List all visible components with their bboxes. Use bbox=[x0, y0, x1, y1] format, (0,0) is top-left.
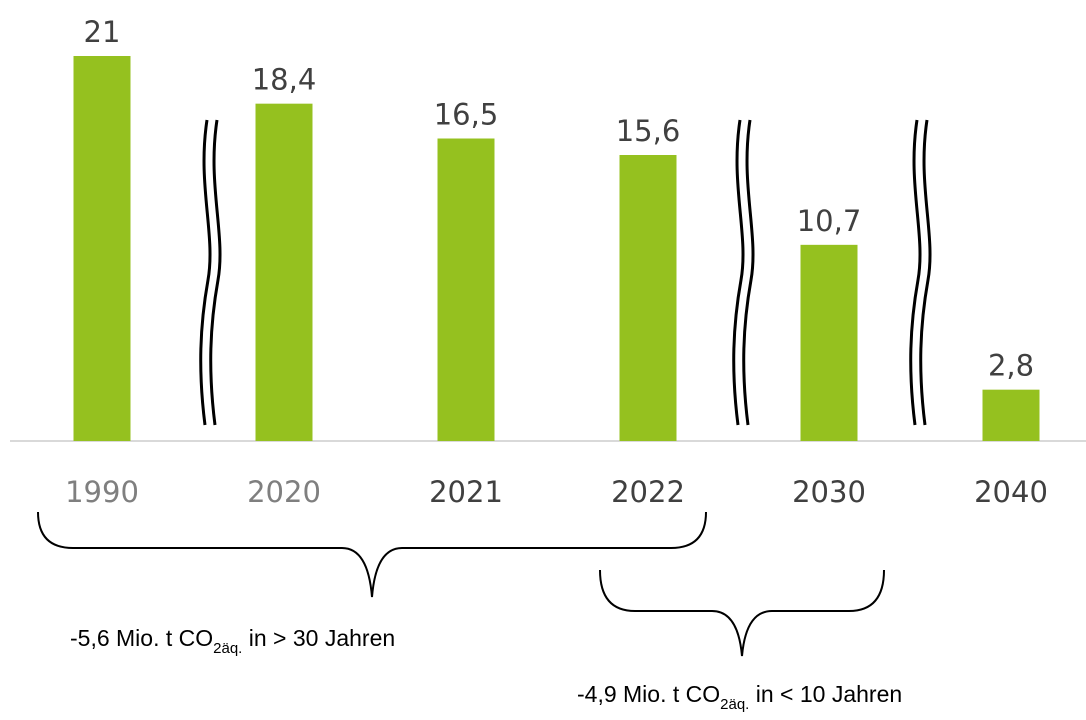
value-label-1990: 21 bbox=[84, 15, 121, 49]
bar-2020 bbox=[255, 103, 313, 442]
bar-2021 bbox=[437, 138, 495, 441]
brace-reduction-past bbox=[37, 511, 707, 598]
category-label-2021: 2021 bbox=[429, 475, 503, 509]
value-labels: 21 18,4 16,5 15,6 10,7 2,8 bbox=[84, 15, 1035, 383]
category-label-2040: 2040 bbox=[974, 475, 1048, 509]
bar-2030 bbox=[800, 244, 858, 441]
axis-break-line bbox=[732, 119, 745, 426]
category-label-2022: 2022 bbox=[611, 475, 685, 509]
axis-break-line bbox=[742, 119, 755, 426]
category-labels: 1990 2020 2021 2022 2030 2040 bbox=[65, 475, 1048, 509]
category-label-2030: 2030 bbox=[792, 475, 866, 509]
category-label-1990: 1990 bbox=[65, 475, 139, 509]
value-label-2021: 16,5 bbox=[434, 98, 499, 132]
axis-break-line bbox=[919, 119, 932, 426]
axis-break-line bbox=[199, 119, 212, 426]
axis-break-line bbox=[209, 119, 222, 426]
value-label-2040: 2,8 bbox=[988, 349, 1034, 383]
axis-break-marks bbox=[199, 119, 932, 426]
bar-2022 bbox=[619, 155, 677, 441]
annotation-reduction-past: -5,6 Mio. t CO2äq. in > 30 Jahren bbox=[70, 625, 395, 657]
bar-series bbox=[73, 56, 1040, 442]
value-label-2030: 10,7 bbox=[797, 204, 862, 238]
bar-1990 bbox=[73, 56, 131, 441]
brace-reduction-future bbox=[599, 569, 885, 657]
axis-break-line bbox=[909, 119, 922, 426]
category-label-2020: 2020 bbox=[247, 475, 321, 509]
bar-2040 bbox=[982, 389, 1040, 441]
value-label-2022: 15,6 bbox=[616, 114, 681, 148]
range-braces bbox=[37, 511, 885, 657]
annotation-reduction-future: -4,9 Mio. t CO2äq. in < 10 Jahren bbox=[577, 681, 902, 713]
value-label-2020: 18,4 bbox=[252, 63, 317, 97]
